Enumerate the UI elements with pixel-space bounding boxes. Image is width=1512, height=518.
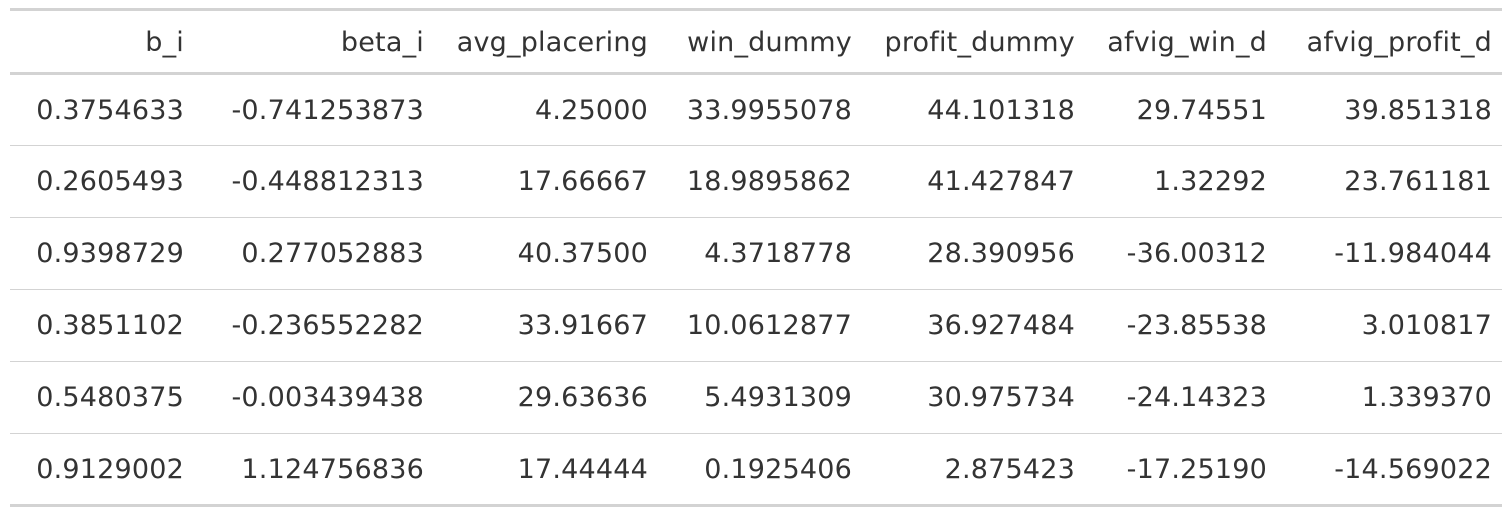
table-cell: 0.1925406	[704, 453, 852, 485]
table-cell: 17.44444	[517, 453, 648, 485]
column-header-afvig-profit-d: afvig_profit_d	[1306, 27, 1492, 58]
table-cell: 2.875423	[944, 453, 1075, 485]
table-cell: 3.010817	[1361, 310, 1492, 341]
table-cell: 1.339370	[1361, 382, 1492, 413]
table-cell: 23.761181	[1344, 166, 1492, 197]
header-row: b_i beta_i avg_placering win_dummy profi…	[10, 9, 1502, 74]
table-cell: 28.390956	[927, 238, 1075, 269]
table-cell: 17.66667	[517, 166, 648, 197]
table-row: 0.9129002 1.124756836 17.44444 0.1925406…	[10, 434, 1502, 506]
table-cell: -17.25190	[1126, 453, 1267, 485]
table-cell: 10.0612877	[686, 310, 852, 341]
table-row: 0.5480375 -0.003439438 29.63636 5.493130…	[10, 362, 1502, 434]
table-cell: 4.25000	[534, 94, 648, 126]
table-cell: 39.851318	[1344, 94, 1492, 126]
table-row: 0.3851102 -0.236552282 33.91667 10.06128…	[10, 290, 1502, 362]
table-cell: -0.448812313	[231, 166, 424, 197]
column-header-b-i: b_i	[145, 27, 184, 58]
table-row: 0.3754633 -0.741253873 4.25000 33.995507…	[10, 74, 1502, 146]
table-cell: -0.003439438	[231, 382, 424, 413]
table-cell: -36.00312	[1126, 238, 1267, 269]
table-cell: 0.2605493	[36, 166, 184, 197]
data-table-container: b_i beta_i avg_placering win_dummy profi…	[10, 8, 1502, 507]
table-cell: -14.569022	[1334, 453, 1492, 485]
table-cell: 44.101318	[927, 94, 1075, 126]
column-header-afvig-win-d: afvig_win_d	[1107, 27, 1267, 58]
table-body: 0.3754633 -0.741253873 4.25000 33.995507…	[10, 74, 1502, 506]
table-cell: 1.124756836	[241, 453, 424, 485]
table-row: 0.9398729 0.277052883 40.37500 4.3718778…	[10, 218, 1502, 290]
column-header-win-dummy: win_dummy	[687, 27, 852, 58]
table-cell: 33.91667	[517, 310, 648, 341]
table-cell: 29.63636	[517, 382, 648, 413]
table-cell: 30.975734	[927, 382, 1075, 413]
table-cell: 5.4931309	[704, 382, 852, 413]
table-cell: -24.14323	[1126, 382, 1267, 413]
table-cell: -23.85538	[1126, 310, 1267, 341]
table-cell: 18.9895862	[686, 166, 852, 197]
table-cell: 0.3851102	[36, 310, 184, 341]
table-cell: -0.741253873	[231, 94, 424, 126]
column-header-beta-i: beta_i	[340, 27, 424, 58]
table-row: 0.2605493 -0.448812313 17.66667 18.98958…	[10, 146, 1502, 218]
column-header-profit-dummy: profit_dummy	[884, 27, 1075, 58]
data-table: b_i beta_i avg_placering win_dummy profi…	[10, 8, 1502, 507]
table-cell: 0.5480375	[36, 382, 184, 413]
table-cell: -11.984044	[1334, 238, 1492, 269]
table-cell: 0.9398729	[36, 238, 184, 269]
table-cell: 1.32292	[1153, 166, 1267, 197]
table-cell: 29.74551	[1136, 94, 1267, 126]
column-header-avg-placering: avg_placering	[456, 27, 648, 58]
table-cell: 33.9955078	[686, 94, 852, 126]
table-cell: 0.277052883	[241, 238, 424, 269]
table-cell: 0.9129002	[36, 453, 184, 485]
table-cell: 40.37500	[517, 238, 648, 269]
table-cell: -0.236552282	[231, 310, 424, 341]
table-cell: 41.427847	[927, 166, 1075, 197]
table-header: b_i beta_i avg_placering win_dummy profi…	[10, 9, 1502, 74]
table-cell: 4.3718778	[704, 238, 852, 269]
table-cell: 36.927484	[927, 310, 1075, 341]
table-cell: 0.3754633	[36, 94, 184, 126]
